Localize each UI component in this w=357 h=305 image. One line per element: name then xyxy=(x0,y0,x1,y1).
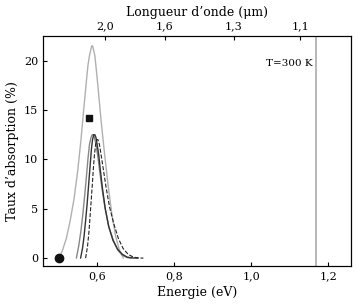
X-axis label: Longueur d’onde (μm): Longueur d’onde (μm) xyxy=(126,5,268,19)
X-axis label: Energie (eV): Energie (eV) xyxy=(157,286,237,300)
Text: T=300 K: T=300 K xyxy=(266,59,312,68)
Y-axis label: Taux d’absorption (%): Taux d’absorption (%) xyxy=(6,81,19,221)
